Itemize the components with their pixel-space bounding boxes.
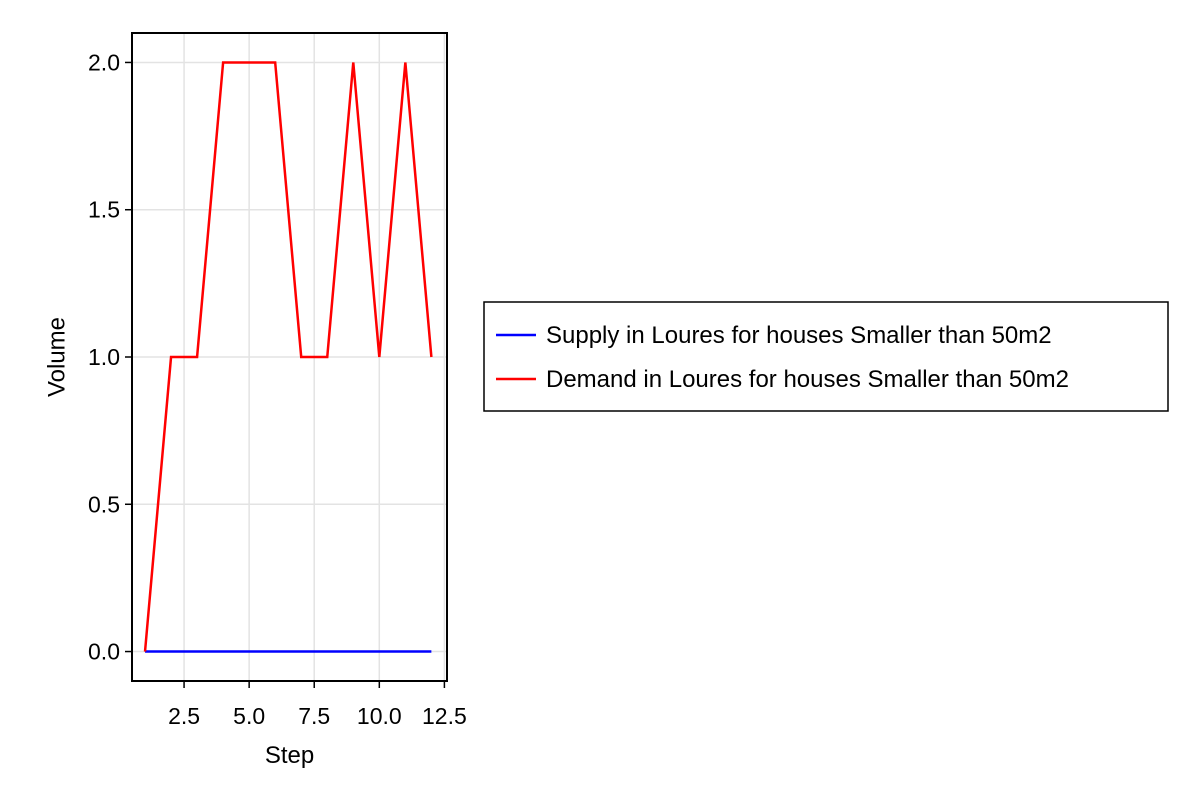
legend-box <box>483 301 1169 412</box>
tick-layer: 2.5 5.0 7.5 10.0 12.5 0.0 0.5 1.0 1.5 2.0 <box>88 49 467 729</box>
y-tick-label: 0.0 <box>88 639 120 665</box>
legend-label-supply: Supply in Loures for houses Smaller than… <box>546 322 1052 349</box>
series-line-demand <box>143 61 433 652</box>
legend-label-demand: Demand in Loures for houses Smaller than… <box>546 366 1069 393</box>
x-tick-label: 10.0 <box>357 703 402 729</box>
x-tick-label: 12.5 <box>422 703 467 729</box>
series-layer <box>143 61 433 653</box>
y-tick-label: 2.0 <box>88 49 120 75</box>
x-tick-label: 7.5 <box>298 703 330 729</box>
legend: Supply in Loures for houses Smaller than… <box>483 301 1169 412</box>
y-tick-label: 0.5 <box>88 491 120 517</box>
x-tick-label: 5.0 <box>233 703 265 729</box>
y-axis-label: Volume <box>43 317 70 397</box>
x-axis-label: Step <box>265 742 314 769</box>
y-tick-label: 1.0 <box>88 344 120 370</box>
y-tick-label: 1.5 <box>88 197 120 223</box>
x-tick-label: 2.5 <box>168 703 200 729</box>
